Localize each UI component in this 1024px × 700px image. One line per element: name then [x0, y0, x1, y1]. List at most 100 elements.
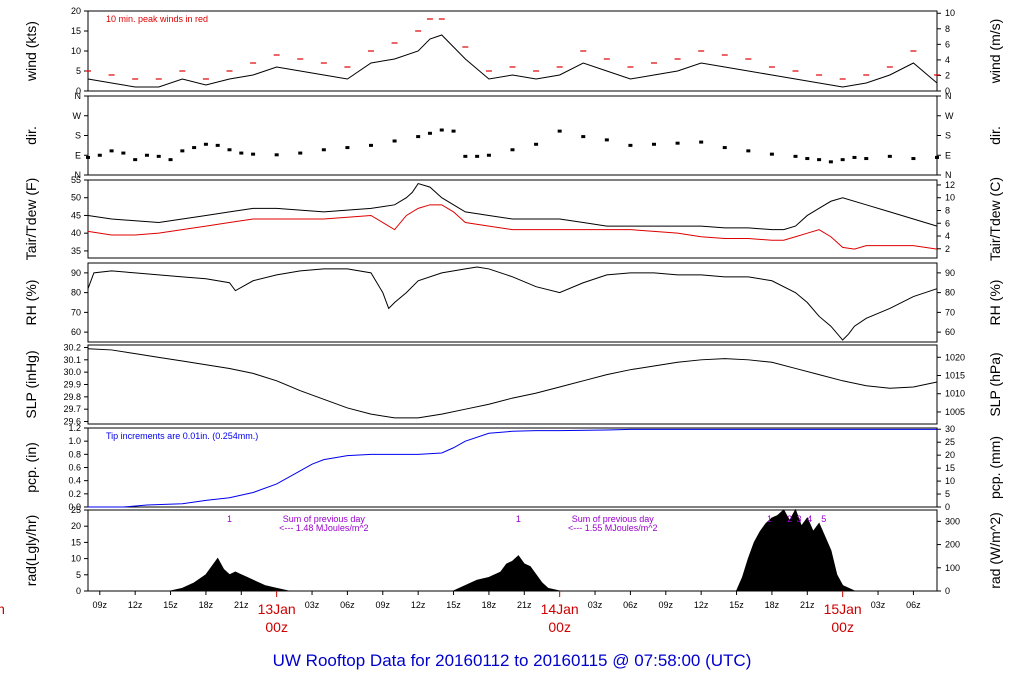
wind-tick-right-label: 2: [945, 70, 950, 80]
rad-note: 4: [807, 514, 812, 524]
rh-tick-right-label: 90: [945, 268, 955, 278]
dir-point: [911, 157, 916, 161]
temp-ylabel-right: Tair/Tdew (C): [987, 177, 1003, 261]
rad-note: 1: [227, 514, 232, 524]
dir-point: [604, 138, 609, 142]
temp-tick-right-label: 2: [945, 244, 950, 254]
x-tick-label: 06z: [340, 600, 355, 610]
slp-tick-left-label: 29.6: [63, 417, 81, 427]
dir-point: [451, 129, 456, 133]
x-tick-label: 03z: [305, 600, 320, 610]
temp-tick-right-label: 4: [945, 231, 950, 241]
dir-point: [416, 135, 421, 139]
day-label-hour: 00z: [548, 619, 571, 635]
dir-point: [722, 146, 727, 150]
slp-tick-left-label: 29.8: [63, 392, 81, 402]
pcp-tick-left-label: 0.6: [68, 463, 81, 473]
rad-tick-left-label: 15: [71, 537, 81, 547]
x-tick-label: 12z: [694, 600, 709, 610]
dir-ylabel-left: dir.: [23, 126, 39, 145]
x-tick-label: 21z: [234, 600, 249, 610]
rh-frame: [87, 262, 938, 343]
pcp-tick-left-label: 1.2: [68, 423, 81, 433]
temp-tdew-line: [87, 204, 938, 250]
x-tick-label: 18z: [482, 600, 497, 610]
slp-tick-right-label: 1015: [945, 370, 965, 380]
rad-ylabel-right: rad (W/m^2): [987, 512, 1003, 589]
wind-tick-right-label: 10: [945, 8, 955, 18]
dir-point: [392, 139, 397, 143]
pcp-tick-right-label: 5: [945, 489, 950, 499]
rad-note: 2: [787, 514, 792, 524]
dir-point: [427, 131, 432, 135]
rad-tick-right-label: 200: [945, 540, 960, 550]
temp-ylabel-left: Tair/Tdew (F): [23, 178, 39, 260]
x-tick-label: 15z: [446, 600, 461, 610]
rad-tick-left-label: 10: [71, 554, 81, 564]
pcp-tick-right-label: 10: [945, 476, 955, 486]
rh-tick-left-label: 60: [71, 327, 81, 337]
pcp-tick-right-label: 20: [945, 450, 955, 460]
wind-tick-right-label: 0: [945, 86, 950, 96]
dir-point: [97, 153, 102, 157]
rh-tick-right-label: 70: [945, 307, 955, 317]
x-tick-label: 06z: [623, 600, 638, 610]
wind-tick-right-label: 8: [945, 24, 950, 34]
pcp-tick-left-label: 0.0: [68, 502, 81, 512]
wind-tick-right-label: 6: [945, 39, 950, 49]
dir-point: [675, 141, 680, 145]
dir-point: [439, 128, 444, 132]
temp-tick-right-label: 6: [945, 218, 950, 228]
dir-point: [251, 152, 256, 156]
temp-tick-left-label: 45: [71, 210, 81, 220]
rad-tick-left-label: 0: [76, 586, 81, 596]
rad-note: 5: [821, 514, 826, 524]
temp-tick-left-label: 50: [71, 193, 81, 203]
dir-point: [486, 153, 491, 157]
dir-point: [168, 158, 173, 162]
pcp-pcp-line: [88, 428, 937, 508]
x-tick-label: 15z: [729, 600, 744, 610]
wind-wind_kts-line: [87, 34, 938, 88]
x-tick-label: 12z: [411, 600, 426, 610]
rh-tick-left-label: 80: [71, 288, 81, 298]
rad-area: [170, 508, 855, 592]
dir-point: [156, 154, 161, 158]
rh-ylabel-right: RH (%): [987, 280, 1003, 326]
dir-point: [828, 160, 833, 164]
x-tick-label: 12z: [128, 600, 143, 610]
rad-note: Sum of previous day: [283, 514, 366, 524]
dir-point: [192, 146, 197, 150]
dir-point: [510, 148, 515, 152]
wind-annotation: 10 min. peak winds in red: [106, 14, 208, 24]
x-tick-label: 03z: [588, 600, 603, 610]
dir-point: [581, 135, 586, 139]
x-tick-label: 03z: [871, 600, 886, 610]
wind-ylabel-left: wind (kts): [23, 21, 39, 82]
temp-tick-left-label: 55: [71, 175, 81, 185]
slp-tick-left-label: 29.7: [63, 404, 81, 414]
dir-point: [628, 143, 633, 147]
dir-point: [133, 158, 138, 162]
temp-tair-line: [87, 182, 938, 231]
chart-title: UW Rooftop Data for 20160112 to 20160115…: [273, 651, 752, 670]
day-label-hour: 00z: [831, 619, 854, 635]
dir-point: [86, 155, 90, 159]
rad-note: <--- 1.55 MJoules/m^2: [568, 523, 658, 533]
dir-point: [769, 152, 774, 156]
wind-frame: [87, 10, 938, 92]
rad-note: 1: [767, 514, 772, 524]
dir-point: [852, 155, 857, 159]
dir-point: [557, 129, 562, 133]
rh-rh-line: [87, 266, 938, 341]
slp-tick-right-label: 1020: [945, 352, 965, 362]
dir-tick-left-label: N: [75, 91, 82, 101]
rad-note: Sum of previous day: [572, 514, 655, 524]
x-tick-label: 21z: [517, 600, 532, 610]
dir-tick-right-label: E: [945, 150, 951, 160]
slp-ylabel-left: SLP (inHg): [23, 350, 39, 418]
x-tick-label: 09z: [93, 600, 108, 610]
dir-point: [793, 154, 798, 158]
dir-point: [475, 154, 480, 158]
slp-tick-left-label: 30.0: [63, 367, 81, 377]
